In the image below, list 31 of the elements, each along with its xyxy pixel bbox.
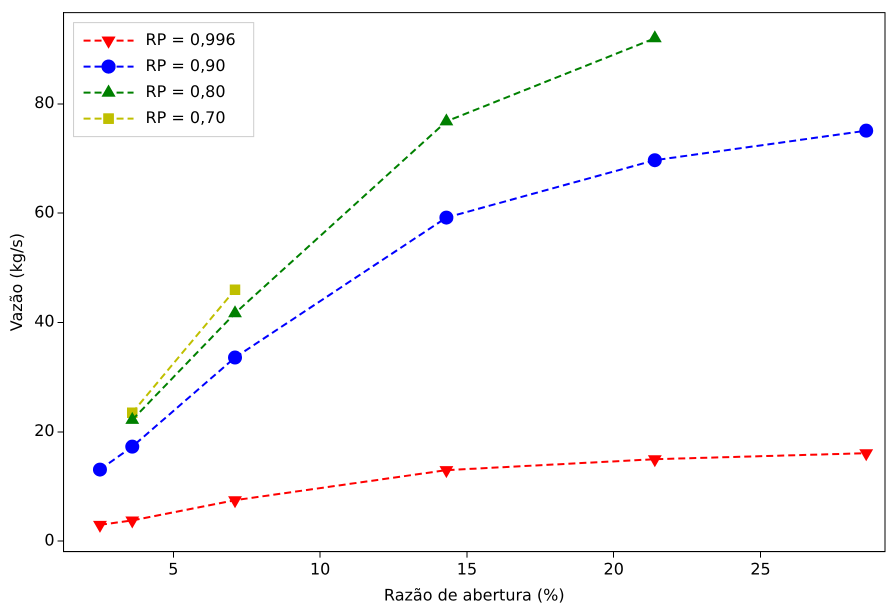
point	[440, 466, 453, 478]
point	[859, 124, 874, 138]
legend-label: RP = 0,80	[146, 82, 226, 101]
x-tick-label: 25	[750, 559, 771, 578]
x-tick-label: 15	[456, 559, 478, 578]
point	[92, 462, 107, 477]
point	[648, 153, 662, 168]
y-tick-label: 80	[34, 93, 55, 112]
y-tick-label: 40	[34, 312, 55, 331]
legend-label: RP = 0,90	[146, 56, 226, 75]
y-tick-label: 20	[34, 421, 55, 440]
point	[440, 114, 453, 126]
point	[94, 520, 106, 532]
y-axis-title: Vazão (kg/s)	[6, 232, 26, 332]
point	[648, 31, 662, 42]
y-tick-label: 0	[44, 530, 55, 550]
legend-label: RP = 0,996	[146, 30, 236, 49]
point	[125, 440, 140, 454]
x-tick-label: 20	[604, 559, 624, 578]
point	[439, 210, 454, 225]
x-axis-title: Razão de abertura (%)	[384, 586, 565, 605]
point	[230, 284, 240, 295]
legend-label: RP = 0,70	[146, 108, 226, 127]
point	[860, 449, 872, 460]
point	[228, 350, 242, 365]
point	[126, 516, 138, 528]
x-tick-label: 5	[168, 559, 178, 578]
point	[648, 455, 662, 466]
x-tick-label: 10	[310, 559, 330, 578]
y-tick-label: 60	[34, 202, 55, 222]
point	[228, 496, 242, 508]
